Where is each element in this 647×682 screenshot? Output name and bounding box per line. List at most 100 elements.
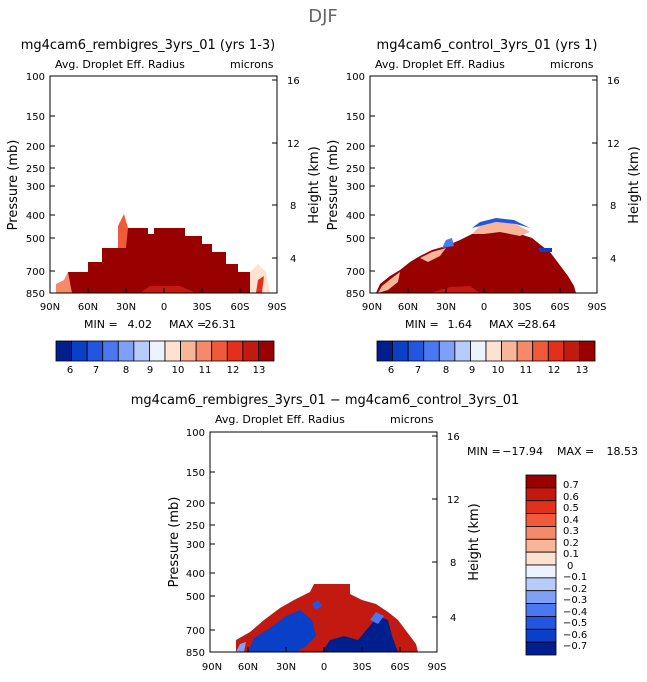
colorbar-swatch (525, 577, 557, 592)
colorbar-label: 7 (415, 365, 421, 376)
x-tick-label: 60S (390, 662, 409, 673)
colorbar-swatch (525, 538, 557, 553)
x-axis-ticks (209, 647, 438, 652)
colorbar-label: −0.7 (563, 641, 587, 652)
colorbar-swatch (516, 340, 534, 362)
colorbar-label: 6 (388, 365, 394, 376)
y-right-tick-label: 12 (447, 495, 460, 506)
y-tick-label: 500 (186, 592, 205, 603)
x-tick-label: 0 (161, 302, 167, 313)
colorbar-label: 0.3 (563, 526, 579, 537)
x-axis-ticks (369, 288, 598, 293)
field-edge (118, 214, 128, 248)
panel-subtitle: Avg. Droplet Eff. Radius (375, 58, 505, 71)
y-tick-label: 150 (186, 468, 205, 479)
colorbar-swatch (117, 340, 135, 362)
colorbar-label: 11 (520, 365, 533, 376)
data-field (56, 214, 270, 293)
colorbar (376, 340, 596, 362)
y-tick-label: 400 (346, 211, 365, 222)
colorbar-swatch (102, 340, 119, 362)
field-region-negative (322, 616, 398, 652)
colorbar-label: −0.1 (563, 572, 587, 583)
y-tick-label: 500 (346, 234, 365, 245)
colorbar-swatch (423, 340, 440, 362)
colorbar-swatch (454, 340, 471, 362)
x-tick-label: 30N (276, 662, 296, 673)
colorbar-swatch (226, 340, 244, 362)
field-edge (140, 286, 196, 293)
y-tick-label: 100 (186, 428, 205, 439)
x-tick-label: 90S (427, 662, 446, 673)
y-axis-ticks (50, 75, 277, 294)
field-edge (256, 276, 264, 293)
colorbar-swatch (71, 340, 88, 362)
field-edge (472, 218, 530, 228)
colorbar-label: 12 (227, 365, 240, 376)
field-edge (538, 248, 552, 252)
y-tick-label: 850 (26, 289, 45, 300)
y-right-tick-label: 8 (450, 558, 456, 569)
panel-subtitle: Avg. Droplet Eff. Radius (55, 58, 185, 71)
field-region-negative (312, 600, 322, 610)
y-right-axis-label: Height (km) (627, 146, 642, 223)
y-right-tick-label: 16 (447, 432, 460, 443)
field-region-negative (370, 612, 384, 624)
panel-units: microns (230, 58, 274, 71)
y-tick-label: 250 (26, 164, 45, 175)
y-axis-label: Pressure (mb) (6, 140, 21, 231)
colorbar-swatch (438, 340, 456, 362)
colorbar-swatch (149, 340, 166, 362)
panel-units: microns (390, 413, 434, 426)
colorbar-swatch (525, 564, 557, 579)
y-axis-ticks (370, 75, 597, 294)
colorbar-swatch (525, 590, 557, 604)
x-tick-label: 90N (202, 662, 222, 673)
colorbar (525, 474, 557, 656)
colorbar-swatch (242, 340, 259, 362)
colorbar-label: 12 (548, 365, 561, 376)
min-value: −17.94 (502, 445, 543, 458)
y-right-tick-label: 12 (607, 139, 620, 150)
y-axis-ticks (210, 431, 437, 653)
x-tick-label: 30N (116, 302, 136, 313)
x-tick-label: 30N (436, 302, 456, 313)
min-label: MIN = (467, 445, 501, 458)
colorbar-label: −0.2 (563, 584, 587, 595)
field-region-light (236, 642, 246, 652)
max-value: 28.64 (525, 318, 557, 331)
y-tick-label: 400 (186, 569, 205, 580)
x-tick-label: 90S (587, 302, 606, 313)
data-field (236, 584, 418, 652)
colorbar-label: 9 (469, 365, 475, 376)
panel-control: mg4cam6_control_3yrs_01 (yrs 1) Avg. Dro… (326, 38, 642, 376)
y-right-tick-label: 16 (287, 76, 300, 87)
y-tick-label: 850 (346, 289, 365, 300)
colorbar-swatch (180, 340, 197, 362)
y-tick-label: 100 (26, 72, 45, 83)
x-axis-ticks (49, 288, 278, 293)
y-right-axis-label: Height (km) (467, 503, 482, 580)
colorbar-label: 0 (567, 561, 573, 572)
colorbar-label: 0.7 (563, 480, 579, 491)
colorbar-swatch (485, 340, 502, 362)
colorbar-label: 0.5 (563, 503, 579, 514)
colorbar-swatch (525, 641, 557, 656)
panel-title: mg4cam6_rembigres_3yrs_01 (yrs 1-3) (21, 38, 275, 53)
x-tick-label: 90N (362, 302, 382, 313)
colorbar-swatch (376, 340, 393, 362)
y-right-tick-label: 4 (290, 254, 296, 265)
colorbar-labels: 0.7 0.6 0.5 0.4 0.3 0.2 0.1 0 −0.1 −0.2 … (563, 480, 587, 652)
colorbar-swatch (525, 500, 557, 514)
colorbar-label: 0.6 (563, 492, 579, 503)
colorbar-swatch (258, 340, 275, 362)
colorbar (55, 340, 275, 362)
colorbar-swatch (525, 513, 557, 527)
max-label: MAX = (169, 318, 206, 331)
y-tick-label: 150 (346, 112, 365, 123)
panel-title: mg4cam6_control_3yrs_01 (yrs 1) (377, 38, 598, 53)
x-tick-label: 60S (230, 302, 249, 313)
colorbar-swatch (525, 526, 557, 540)
colorbar-swatch (532, 340, 549, 362)
field-edge (250, 264, 270, 293)
